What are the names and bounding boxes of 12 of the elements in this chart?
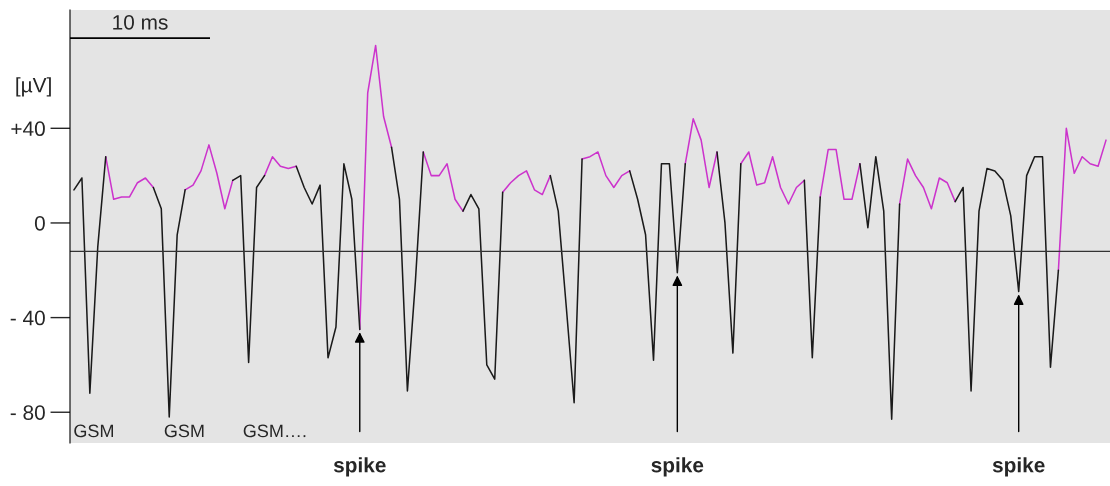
annotation: spike xyxy=(992,457,1045,477)
annotation: GSM xyxy=(74,424,113,438)
y-axis-title: [µV] xyxy=(16,77,51,97)
y-tick-label: - 80 xyxy=(10,405,45,420)
annotation: spike xyxy=(333,457,386,477)
y-tick-label: 0 xyxy=(34,215,45,231)
annotation: GSM xyxy=(164,424,204,438)
annotation: 10 ms xyxy=(113,14,168,30)
annotation: GSM…. xyxy=(243,424,306,438)
annotation: spike xyxy=(651,457,704,477)
y-tick-label: - 40 xyxy=(10,310,45,326)
y-tick-label: +40 xyxy=(11,121,45,137)
